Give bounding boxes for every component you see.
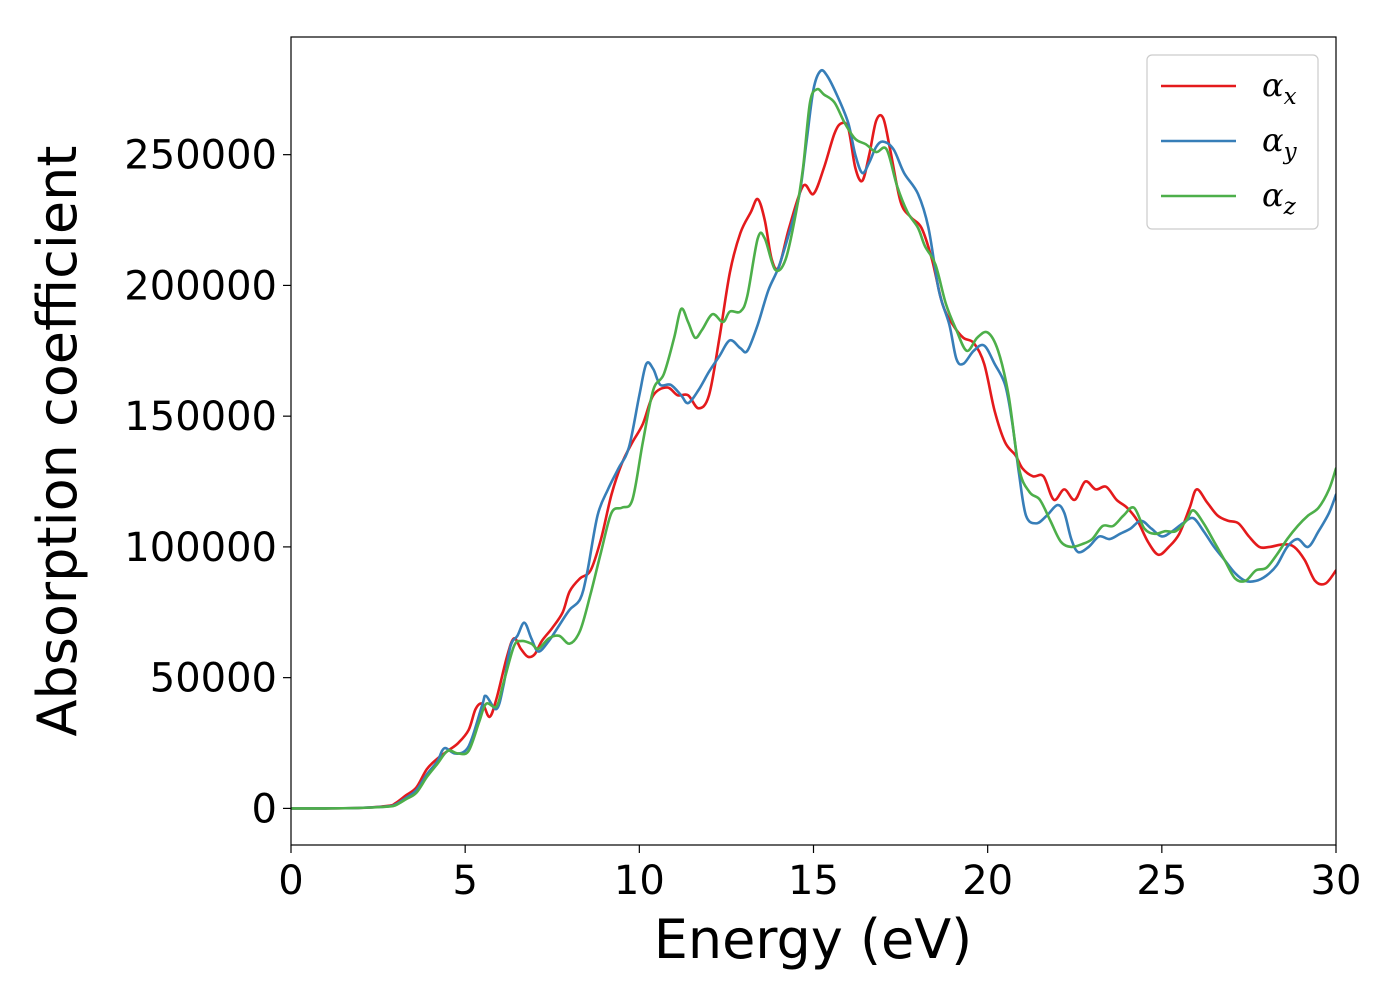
legend-label-x: αx [1262, 66, 1297, 110]
x-tick-label: 30 [1311, 858, 1362, 904]
legend-label-y: αy [1262, 121, 1298, 165]
x-axis-ticks: 0 5 10 15 20 25 30 [278, 845, 1361, 904]
y-axis-ticks: 0 50000 100000 150000 200000 250000 [124, 133, 291, 832]
y-tick-label: 50000 [150, 656, 277, 702]
x-tick-label: 20 [962, 858, 1013, 904]
series-line-z [291, 87, 1336, 810]
y-tick-label: 250000 [124, 133, 277, 179]
x-tick-label: 0 [278, 858, 303, 904]
legend-label-z: αz [1262, 176, 1297, 220]
y-axis-title: Absorption coefficient [26, 146, 89, 737]
y-tick-label: 150000 [124, 394, 277, 440]
series-layer [291, 68, 1336, 810]
legend: αx αy αz [1146, 54, 1319, 230]
x-axis-title: Energy (eV) [654, 908, 973, 971]
x-tick-label: 25 [1136, 858, 1187, 904]
y-tick-label: 100000 [124, 525, 277, 571]
y-tick-label: 0 [252, 786, 277, 832]
x-tick-label: 5 [452, 858, 477, 904]
y-tick-label: 200000 [124, 263, 277, 309]
x-tick-label: 15 [788, 858, 839, 904]
x-tick-label: 10 [614, 858, 665, 904]
